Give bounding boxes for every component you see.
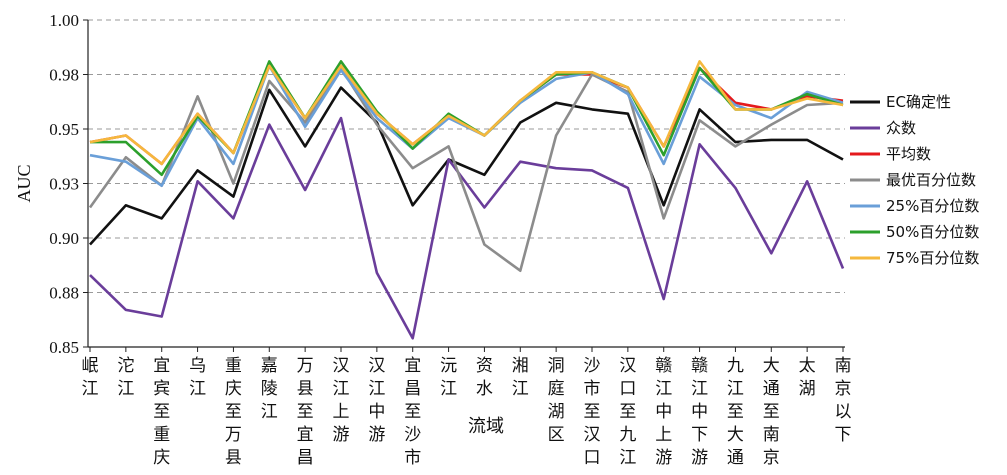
x-axis-label: 流域 bbox=[468, 416, 504, 437]
legend-label-6: 75%百分位数 bbox=[886, 249, 979, 267]
series-line-1 bbox=[89, 116, 845, 340]
x-category-label-18: 九江至大通 bbox=[727, 356, 744, 468]
series-line-6 bbox=[89, 60, 844, 166]
y-tick-labels: 0.85 0.88 0.90 0.93 0.95 0.98 1.00 bbox=[49, 11, 79, 357]
y-tick-label-5: 0.98 bbox=[49, 66, 79, 85]
x-category-label-9: 宜昌至沙市 bbox=[404, 356, 421, 468]
legend-label-1: 众数 bbox=[886, 119, 916, 137]
legend-label-0: EC确定性 bbox=[886, 93, 951, 111]
x-category-label-16: 赣江中上游 bbox=[655, 356, 672, 468]
x-category-label-12: 湘江 bbox=[512, 356, 529, 399]
y-axis-label: AUC bbox=[14, 164, 34, 202]
x-category-label-6: 万县至宜昌 bbox=[297, 356, 314, 468]
series-line-0 bbox=[89, 86, 844, 246]
y-tick-label-0: 0.85 bbox=[49, 338, 79, 357]
legend-label-5: 50%百分位数 bbox=[886, 223, 979, 241]
x-category-label-8: 汉江中游 bbox=[368, 356, 385, 445]
y-tick-label-2: 0.90 bbox=[49, 229, 79, 248]
x-category-label-11: 资水 bbox=[476, 356, 493, 399]
x-category-label-3: 乌江 bbox=[189, 356, 206, 399]
legend-label-2: 平均数 bbox=[886, 145, 931, 163]
x-category-label-20: 太湖 bbox=[799, 356, 816, 399]
x-category-label-7: 汉江上游 bbox=[333, 356, 350, 445]
gridlines bbox=[88, 19, 845, 293]
x-category-label-14: 沙市至汉口 bbox=[584, 356, 601, 468]
y-tick-label-1: 0.88 bbox=[49, 284, 79, 303]
legend-label-4: 25%百分位数 bbox=[886, 197, 979, 215]
axes bbox=[83, 19, 845, 352]
x-category-label-1: 沱江 bbox=[117, 356, 134, 399]
x-category-label-4: 重庆至万县 bbox=[225, 356, 242, 468]
series-lines bbox=[88, 60, 845, 340]
x-category-label-15: 汉口至九江 bbox=[619, 356, 636, 468]
x-category-label-2: 宜宾至重庆 bbox=[153, 356, 170, 468]
legend-label-3: 最优百分位数 bbox=[886, 171, 976, 189]
y-tick-label-3: 0.93 bbox=[49, 175, 79, 194]
x-category-label-10: 沅江 bbox=[440, 356, 457, 399]
y-tick-label-6: 1.00 bbox=[49, 11, 79, 30]
x-category-label-5: 嘉陵江 bbox=[261, 356, 278, 422]
y-tick-label-4: 0.95 bbox=[49, 120, 79, 139]
series-line-2 bbox=[89, 64, 844, 166]
x-category-label-19: 大通至南京 bbox=[763, 356, 780, 468]
x-category-label-21: 南京以下 bbox=[835, 356, 852, 445]
x-category-label-17: 赣江中下游 bbox=[691, 356, 708, 468]
x-category-label-0: 岷江 bbox=[82, 356, 99, 399]
x-category-label-13: 洞庭湖区 bbox=[548, 356, 565, 445]
